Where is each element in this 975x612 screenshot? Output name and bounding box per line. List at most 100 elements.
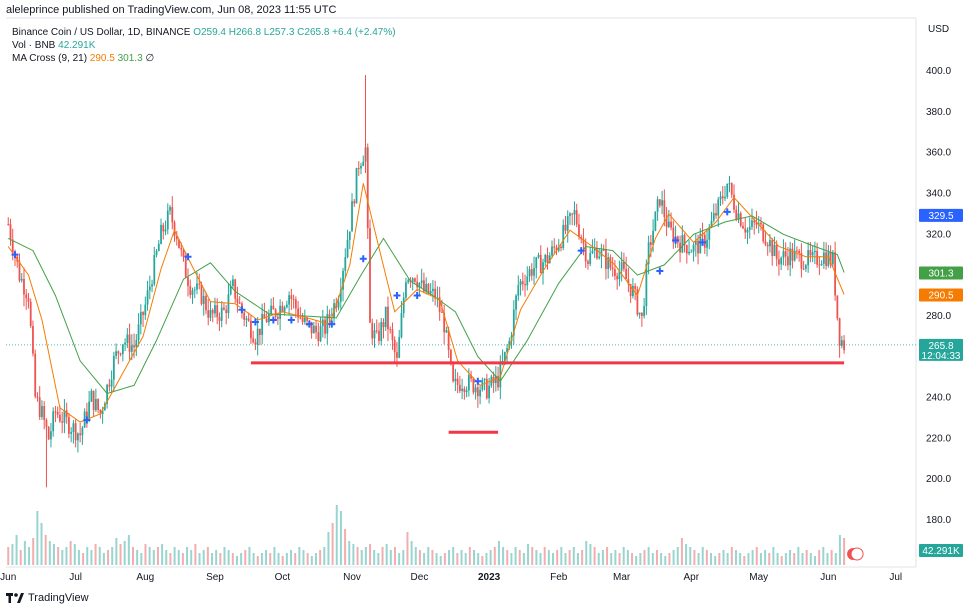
candle-body: [542, 262, 544, 274]
candle-body: [155, 251, 158, 255]
candle-body: [384, 306, 387, 328]
candle-body: [694, 240, 697, 245]
candle-body: [793, 250, 796, 261]
candle-body: [351, 201, 353, 232]
volume-bar: [813, 556, 816, 565]
volume-bar: [680, 538, 683, 565]
volume-bar: [531, 547, 534, 565]
footer-brand[interactable]: TradingView: [28, 592, 89, 604]
volume-bar: [685, 544, 688, 565]
candle-body: [620, 262, 623, 271]
price-tag-label: 329.5: [928, 211, 953, 222]
candle-body: [27, 298, 30, 302]
candle-body: [735, 209, 738, 220]
symbol-name[interactable]: Binance Coin / US Dollar, 1D, BINANCE: [12, 27, 191, 38]
volume-label[interactable]: Vol · BNB: [12, 40, 56, 51]
candle-body: [20, 278, 23, 281]
candle-body: [560, 246, 562, 249]
volume-bar: [714, 556, 717, 565]
volume-bar: [739, 553, 742, 565]
candle-body: [665, 216, 668, 227]
volume-bar: [639, 553, 642, 565]
volume-bar: [589, 544, 592, 565]
volume-bar: [186, 547, 189, 565]
candle-body: [813, 250, 816, 253]
ma-cross-marker: [83, 416, 91, 424]
candle-body: [393, 339, 396, 353]
candle-body: [148, 286, 151, 291]
candle-body: [294, 299, 297, 309]
candle-body: [211, 309, 214, 314]
volume-bar: [843, 538, 846, 565]
candle-body: [297, 308, 299, 318]
candle-body: [99, 409, 102, 415]
candle-body: [202, 296, 205, 304]
volume-bar: [69, 541, 72, 565]
candle-body: [634, 285, 637, 290]
candle-body: [789, 248, 792, 266]
candle-body: [535, 257, 538, 269]
event-flag-icon[interactable]: [850, 547, 864, 561]
candle-body: [256, 328, 259, 345]
volume-bar: [489, 550, 492, 565]
ma-suffix: ∅: [145, 53, 155, 64]
chart-legend: Binance Coin / US Dollar, 1D, BINANCE O2…: [12, 26, 396, 65]
candle-body: [151, 284, 153, 287]
candle-body: [591, 250, 594, 254]
volume-bar: [364, 547, 367, 565]
volume-bar: [822, 547, 825, 565]
candle-body: [112, 355, 115, 380]
volume-bar: [144, 544, 147, 565]
candle-body: [110, 379, 113, 387]
volume-bar: [606, 547, 609, 565]
candle-body: [371, 322, 374, 339]
x-tick-label: Jul: [889, 572, 902, 583]
candle-body: [602, 249, 605, 251]
currency-label[interactable]: USD: [928, 24, 950, 35]
volume-bar: [369, 544, 372, 565]
volume-bar: [244, 550, 247, 565]
ma-label[interactable]: MA Cross (9, 21): [12, 53, 88, 64]
candle-body: [652, 230, 655, 246]
candle-body: [54, 411, 57, 413]
candle-body: [267, 313, 270, 323]
candle-body: [146, 290, 149, 305]
candle-body: [41, 406, 43, 418]
candle-body: [796, 250, 798, 252]
volume-bar: [730, 547, 733, 565]
volume-tag: 42.291K: [919, 544, 963, 557]
candle-body: [252, 338, 255, 343]
volume-bar: [701, 547, 704, 565]
candle-body: [81, 427, 84, 436]
x-tick-label: Apr: [684, 572, 700, 583]
candle-body: [342, 270, 344, 290]
candle-body: [766, 244, 769, 247]
volume-bar: [23, 541, 26, 565]
candle-body: [94, 398, 97, 411]
candle-body: [791, 248, 794, 261]
volume-bar: [477, 553, 480, 565]
candle-body: [299, 317, 302, 319]
candle-body: [524, 284, 526, 286]
volume-bar: [689, 547, 692, 565]
candle-body: [166, 210, 169, 230]
volume-bar: [410, 541, 413, 565]
volume-bar: [169, 553, 172, 565]
volume-bar: [107, 550, 110, 565]
candle-body: [209, 309, 212, 318]
candle-body: [526, 276, 529, 286]
candle-body: [261, 313, 264, 335]
candle-body: [360, 165, 362, 169]
volume-bar: [635, 556, 638, 565]
ma-cross-marker: [656, 267, 664, 275]
volume-bar: [152, 550, 155, 565]
candle-body: [157, 243, 160, 252]
x-tick-label: Oct: [275, 572, 291, 583]
ma-cross-marker: [11, 251, 19, 259]
volume-bar: [460, 550, 463, 565]
candle-body: [402, 297, 405, 314]
volume-bar: [256, 556, 259, 565]
candle-body: [45, 419, 48, 428]
candle-body: [398, 337, 401, 358]
